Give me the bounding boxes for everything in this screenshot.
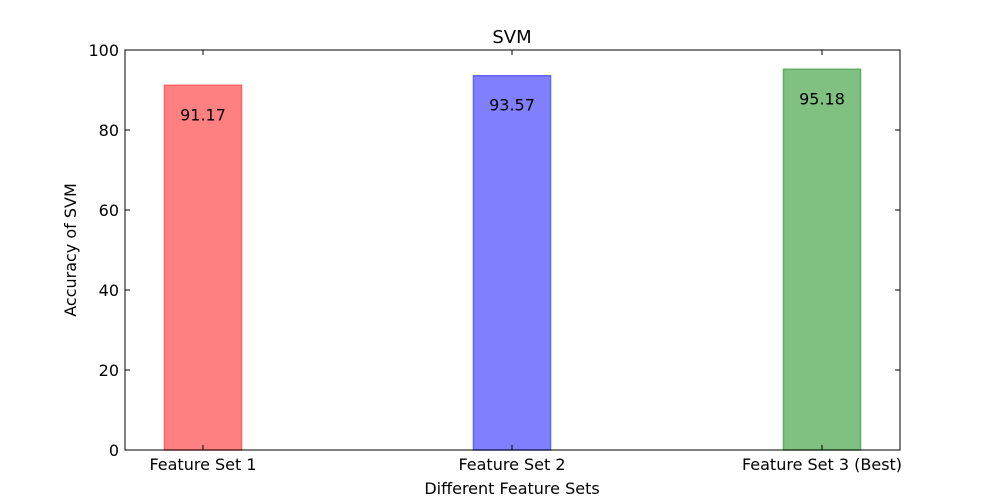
y-ticks-group: 0 20 40 60 80 100: [88, 41, 900, 460]
y-tick-label-1: 20: [99, 361, 119, 380]
y-tick-label-5: 100: [88, 41, 119, 60]
bars-group: 91.17 93.57 95.18: [163, 68, 862, 451]
x-tick-label-3: Feature Set 3 (Best): [742, 455, 902, 474]
x-tick-label-1: Feature Set 1: [149, 455, 256, 474]
y-tick-label-3: 60: [99, 201, 119, 220]
y-tick-label-0: 0: [109, 441, 119, 460]
x-tick-label-2: Feature Set 2: [458, 455, 565, 474]
data-label-2: 93.57: [489, 96, 535, 115]
data-label-1: 91.17: [180, 105, 226, 124]
x-axis-label: Different Feature Sets: [424, 479, 599, 498]
chart-title: SVM: [492, 27, 531, 48]
plot-frame: [124, 49, 901, 451]
x-ticks-group: Feature Set 1 Feature Set 2 Feature Set 3 …: [149, 50, 902, 474]
y-tick-label-2: 40: [99, 281, 119, 300]
data-label-3: 95.18: [799, 89, 845, 108]
bar-1: [163, 84, 243, 451]
y-axis-label: Accuracy of SVM: [61, 183, 80, 317]
bar-2: [472, 74, 552, 451]
bar-3: [782, 68, 862, 451]
y-tick-label-4: 80: [99, 121, 119, 140]
